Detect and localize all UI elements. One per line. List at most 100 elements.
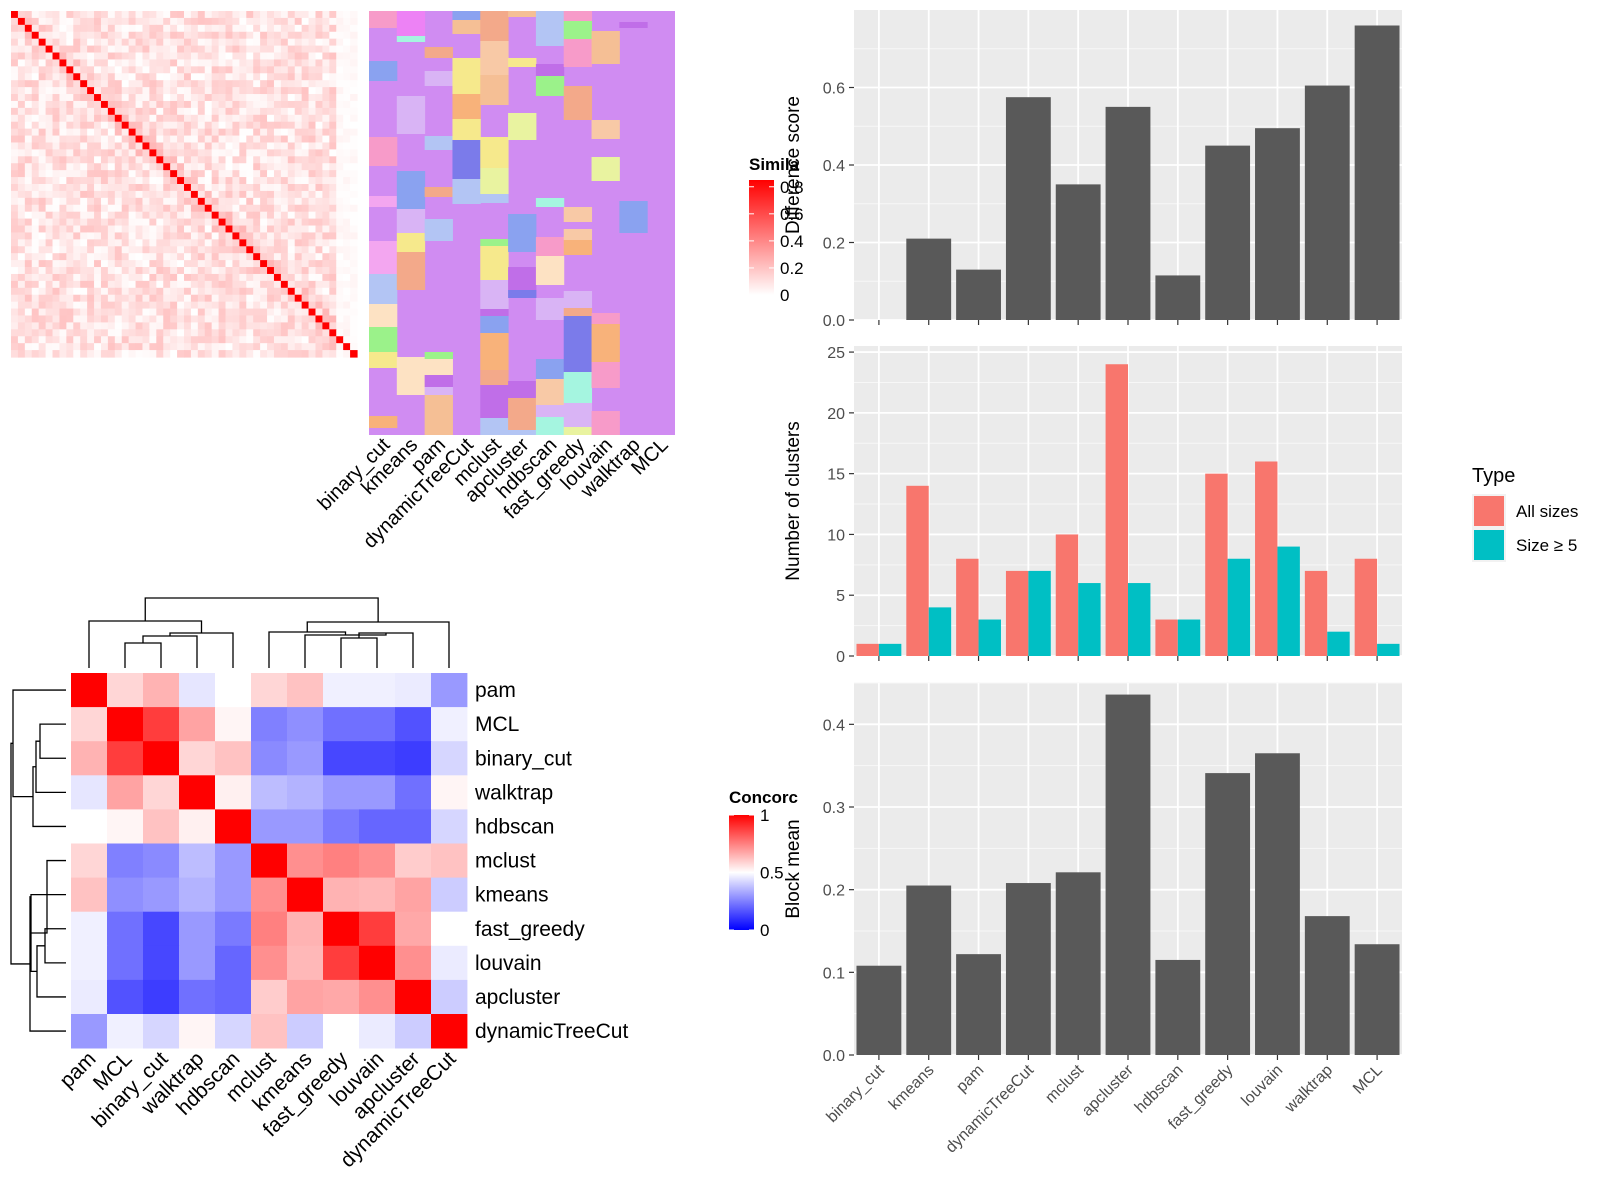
similarity-cell <box>52 177 61 185</box>
similarity-cell <box>246 239 254 247</box>
similarity-cell <box>260 322 268 330</box>
similarity-cell <box>190 11 199 19</box>
similarity-cell <box>149 100 157 109</box>
similarity-cell <box>156 246 164 254</box>
concordance-cell <box>251 673 288 708</box>
similarity-cell <box>11 87 19 95</box>
similarity-cell <box>197 184 206 192</box>
similarity-cell <box>343 246 351 254</box>
similarity-cell <box>280 280 289 289</box>
similarity-cell <box>149 52 157 61</box>
similarity-cell <box>163 190 171 199</box>
concordance-cell <box>179 877 216 913</box>
x-tick-label: MCL <box>1350 1062 1386 1098</box>
similarity-cell <box>94 73 102 81</box>
similarity-cell <box>197 301 206 310</box>
similarity-cell <box>45 260 54 268</box>
similarity-cell <box>350 31 358 40</box>
similarity-cell <box>301 287 310 296</box>
similarity-cell <box>322 94 330 102</box>
similarity-cell <box>177 336 185 344</box>
similarity-cell <box>197 142 206 150</box>
similarity-cell <box>17 218 26 227</box>
similarity-cell <box>301 225 310 234</box>
concordance-cell <box>431 775 468 810</box>
similarity-cell <box>59 17 67 26</box>
similarity-cell <box>156 336 164 344</box>
similarity-cell <box>73 121 81 130</box>
similarity-cell <box>128 149 137 157</box>
similarity-cell <box>260 294 268 303</box>
similarity-cell <box>253 100 261 109</box>
similarity-cell <box>336 343 344 351</box>
similarity-cell <box>197 350 206 358</box>
similarity-cell <box>350 218 358 227</box>
similarity-cell <box>17 94 26 102</box>
similarity-cell <box>294 308 303 317</box>
similarity-cell <box>59 52 67 61</box>
similarity-cell <box>253 280 261 289</box>
similarity-cell <box>315 253 323 261</box>
similarity-cell <box>73 94 81 102</box>
similarity-cell <box>94 308 102 317</box>
similarity-cell <box>246 100 254 109</box>
similarity-cell <box>225 322 234 330</box>
similarity-cell <box>253 190 261 199</box>
similarity-cell <box>287 66 296 74</box>
similarity-cell <box>315 59 323 67</box>
similarity-cell <box>59 267 67 275</box>
similarity-cell <box>204 114 213 123</box>
similarity-cell <box>114 239 123 247</box>
similarity-cell <box>94 280 102 289</box>
similarity-cell <box>273 156 282 164</box>
similarity-cell <box>336 31 344 40</box>
similarity-cell <box>301 135 310 144</box>
similarity-cell <box>100 260 109 268</box>
cluster-segment <box>424 415 453 435</box>
similarity-cell <box>100 246 109 254</box>
similarity-cell <box>73 163 81 171</box>
similarity-cell <box>232 66 240 74</box>
cluster-segment <box>563 372 593 403</box>
similarity-cell <box>100 170 109 178</box>
similarity-cell <box>100 107 109 116</box>
similarity-cell <box>38 267 47 275</box>
similarity-cell <box>260 87 268 95</box>
similarity-cell <box>308 66 317 74</box>
similarity-cell <box>267 315 275 323</box>
similarity-cell <box>211 218 220 227</box>
similarity-cell <box>308 184 317 192</box>
concordance-cell <box>431 741 468 776</box>
similarity-cell <box>267 239 275 247</box>
similarity-cell <box>322 17 330 26</box>
similarity-cell <box>142 52 150 61</box>
similarity-cell <box>301 218 310 227</box>
similarity-cell <box>149 301 157 310</box>
similarity-cell <box>350 149 358 157</box>
similarity-cell <box>59 287 67 296</box>
concordance-row-label: apcluster <box>475 986 560 1009</box>
similarity-cell <box>280 287 289 296</box>
similarity-cell <box>315 73 323 81</box>
concordance-cell <box>179 979 216 1015</box>
similarity-cell <box>114 11 123 19</box>
similarity-cell <box>114 163 123 171</box>
concordance-cell <box>251 741 288 776</box>
similarity-cell <box>170 267 178 275</box>
similarity-cell <box>80 273 88 282</box>
similarity-cell <box>73 142 81 150</box>
similarity-cell <box>190 329 199 337</box>
similarity-cell <box>156 87 164 95</box>
similarity-cell <box>17 267 26 275</box>
similarity-cell <box>343 225 351 234</box>
concordance-cell <box>107 979 144 1015</box>
similarity-cell <box>52 184 61 192</box>
concordance-cell <box>251 809 288 844</box>
similarity-cell <box>239 38 247 47</box>
similarity-cell <box>163 225 171 234</box>
similarity-cell <box>156 260 164 268</box>
similarity-cell <box>287 100 296 109</box>
similarity-cell <box>135 135 144 144</box>
cluster-segment <box>535 11 565 46</box>
legend-entry-label: Size ≥ 5 <box>1516 536 1577 555</box>
